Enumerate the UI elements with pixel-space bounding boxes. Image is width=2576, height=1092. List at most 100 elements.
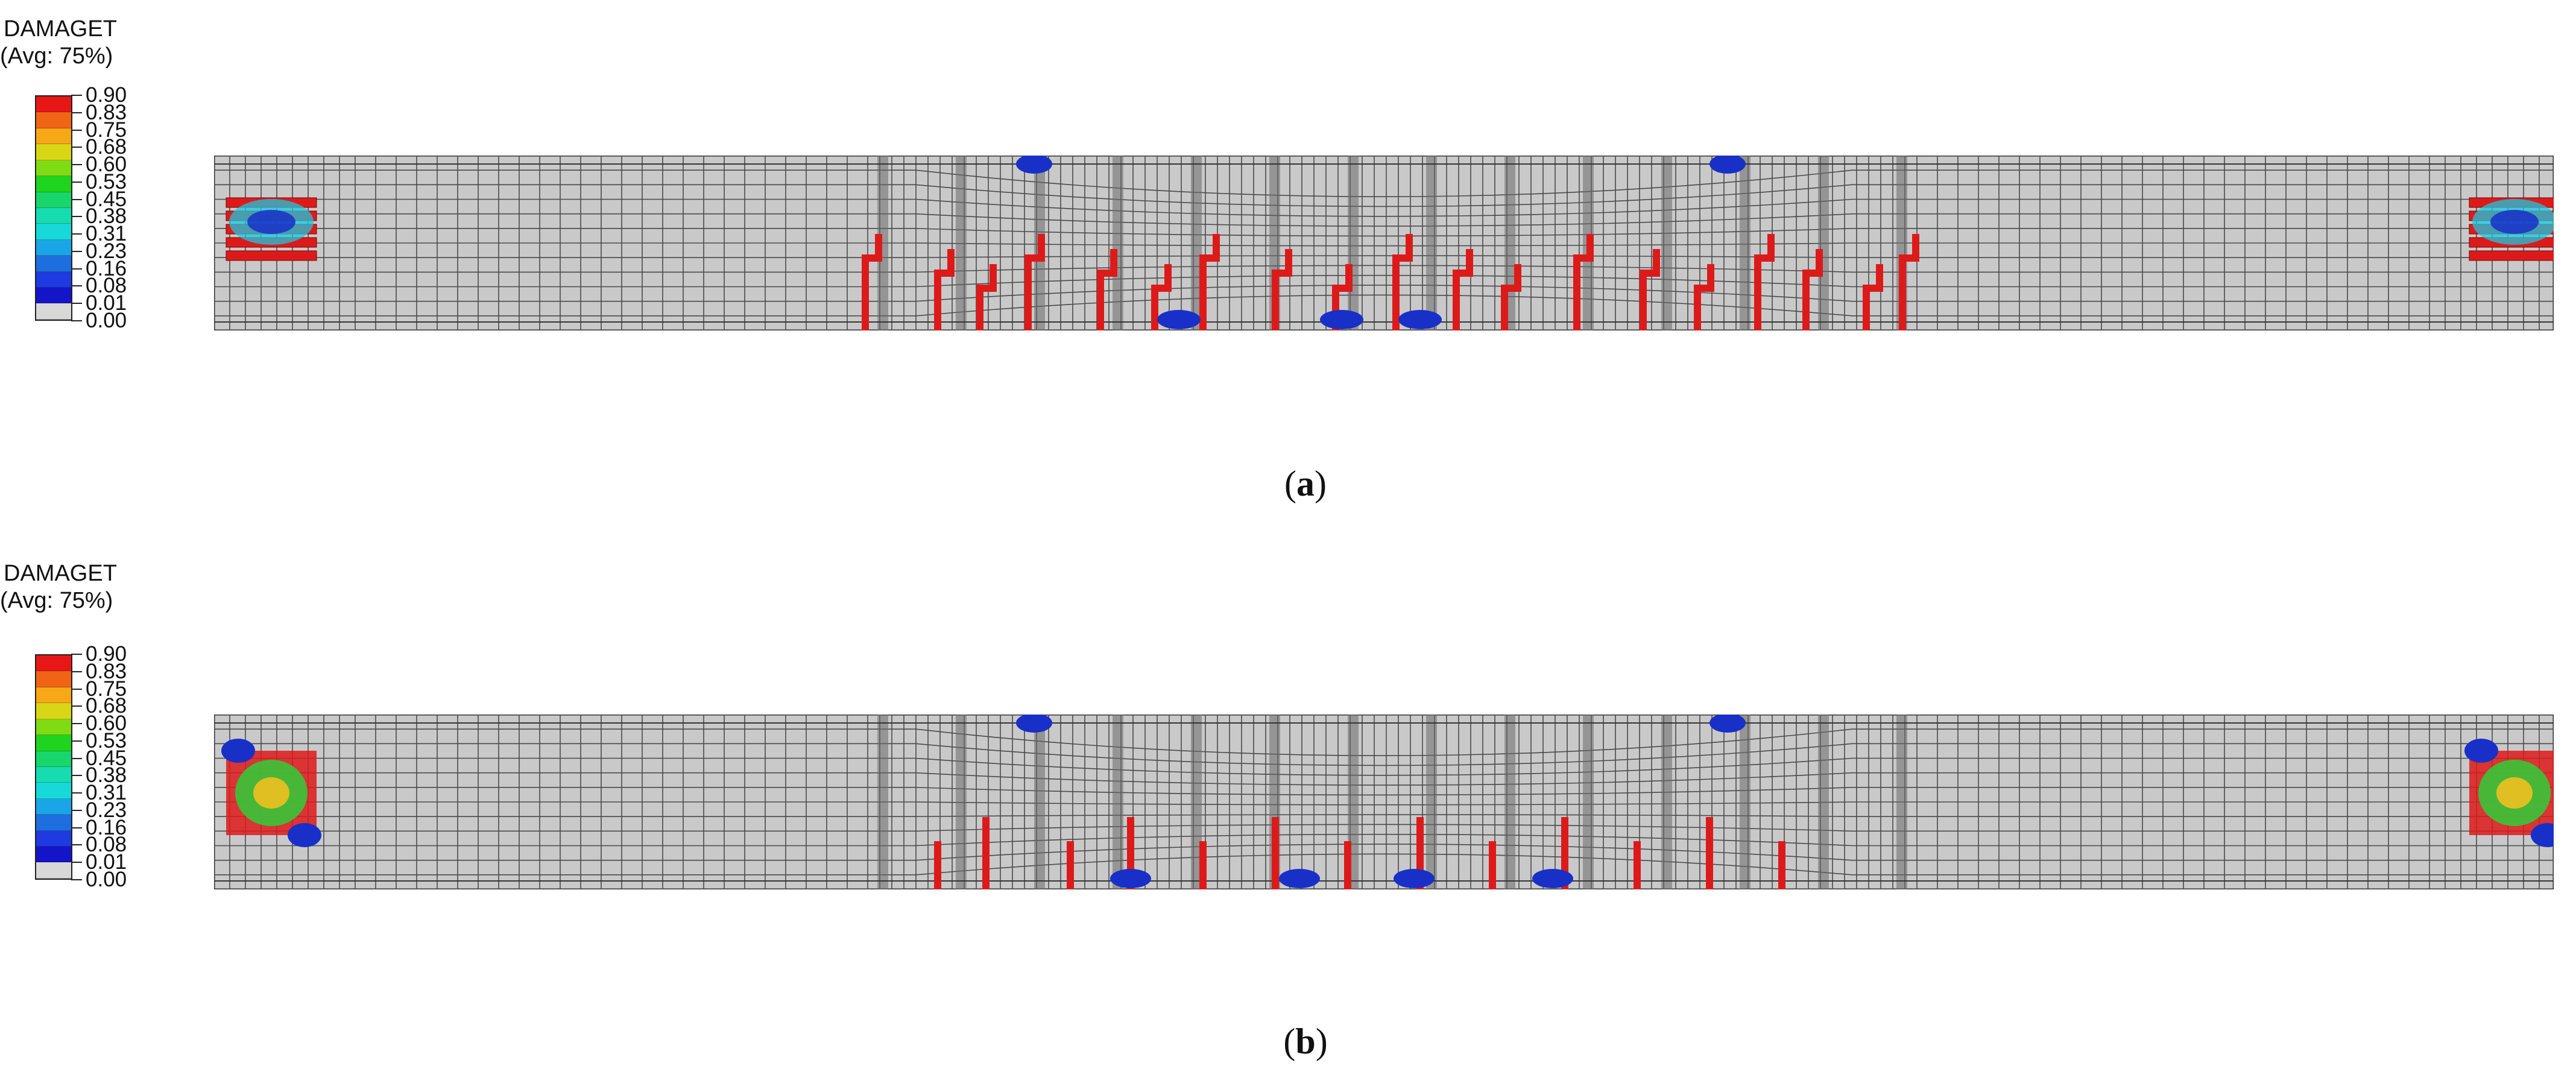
legend-tick-mark (71, 654, 82, 655)
flexural-crack (862, 234, 882, 330)
flexural-crack (1453, 249, 1473, 330)
support-damage-zone (247, 210, 295, 234)
legend-tick-mark (71, 671, 82, 672)
mesh-band (1818, 156, 1829, 330)
legend-tick-label: 0.00 (86, 868, 127, 891)
mesh-band (1426, 156, 1437, 330)
legend-swatch (36, 655, 71, 672)
beam-contour-plot (214, 156, 2554, 330)
caption-letter: a (1296, 464, 1315, 503)
legend-colorbar (35, 95, 72, 321)
mesh-band (1740, 715, 1750, 889)
flexural-crack (1199, 234, 1220, 330)
legend-swatch (36, 303, 71, 320)
legend-tick-mark (71, 705, 82, 707)
legend-tick-mark (71, 268, 82, 270)
flexural-crack (1332, 264, 1353, 330)
load-point-damage (1016, 156, 1052, 174)
legend-tick-mark (71, 181, 82, 183)
legend-tick-label: 0.53 (86, 728, 127, 753)
legend-tick-label: 0.31 (86, 222, 127, 246)
beam-contour-plot (214, 715, 2554, 889)
caption-close-paren: ) (1315, 464, 1327, 503)
legend-tick-label: 0.90 (86, 642, 127, 666)
legend-swatch (36, 144, 71, 160)
legend-tick-label: 0.68 (86, 694, 127, 718)
load-point-damage (1709, 156, 1746, 174)
legend-tick-label: 0.83 (86, 659, 127, 683)
legend-swatch (36, 288, 71, 304)
support-damage-zone (253, 777, 289, 809)
flexural-crack (1501, 264, 1521, 330)
legend-tick-label: 0.45 (86, 746, 127, 770)
legend-swatch (36, 815, 71, 831)
bottom-damage (1394, 869, 1435, 888)
mesh-band (1504, 715, 1515, 889)
legend-swatch (36, 224, 71, 240)
caption-close-paren: ) (1315, 1021, 1328, 1061)
legend-tick-label: 0.16 (86, 815, 127, 839)
mesh-band (1896, 715, 1907, 889)
legend-tick-label: 0.23 (86, 798, 127, 822)
legend-swatch (36, 687, 71, 704)
legend-tick-label: 0.83 (86, 100, 127, 124)
mesh-band (1661, 156, 1672, 330)
legend-tick-label: 0.08 (86, 833, 127, 857)
mesh-band (1426, 715, 1437, 889)
flexural-crack (1392, 234, 1413, 330)
bottom-damage (1110, 869, 1151, 888)
bottom-damage (1279, 869, 1320, 888)
load-point-damage (1709, 715, 1746, 733)
legend-title: DAMAGET (4, 561, 117, 586)
mesh-band (1818, 715, 1829, 889)
bottom-damage (1320, 310, 1363, 329)
mesh-band (1113, 715, 1123, 889)
load-point-damage (1016, 715, 1052, 733)
legend-tick-mark (71, 723, 82, 725)
legend-tick-label: 0.75 (86, 118, 127, 142)
legend-tick-label: 0.45 (86, 187, 127, 211)
legend-swatch (36, 671, 71, 687)
flexural-crack (934, 249, 955, 330)
flexural-crack (1694, 264, 1714, 330)
mesh-band (1661, 715, 1672, 889)
legend-tick-label: 0.60 (86, 712, 127, 736)
caption-letter: b (1295, 1021, 1316, 1061)
legend-swatch (36, 703, 71, 719)
legend-tick-mark (71, 862, 82, 863)
legend-tick-mark (71, 827, 82, 828)
flexural-crack (1754, 234, 1775, 330)
mesh-band (1740, 156, 1750, 330)
legend-swatch (36, 830, 71, 847)
flexural-crack (1863, 264, 1883, 330)
legend-tick-mark (71, 129, 82, 131)
flexural-crack (1272, 249, 1292, 330)
support-damage-zone (2531, 823, 2554, 847)
legend-tick-mark (71, 95, 82, 96)
legend-tick-label: 0.60 (86, 153, 127, 177)
mesh-band (1191, 156, 1202, 330)
legend-tick-label: 0.00 (86, 309, 127, 332)
legend-swatch (36, 192, 71, 208)
support-damage-zone (221, 739, 255, 763)
mesh-band (956, 156, 967, 330)
mesh-band (877, 715, 888, 889)
legend-tick-mark (71, 809, 82, 811)
legend-swatch (36, 176, 71, 192)
legend-tick-mark (71, 792, 82, 794)
legend-swatch (36, 271, 71, 288)
legend-swatch (36, 862, 71, 879)
legend-swatch (36, 239, 71, 256)
mesh-band (1583, 715, 1594, 889)
bottom-damage (1532, 869, 1573, 888)
legend-subtitle: (Avg: 75%) (0, 43, 113, 69)
support-damage-zone (2469, 250, 2554, 261)
legend-tick-label: 0.23 (86, 239, 127, 263)
legend-tick-label: 0.38 (86, 204, 127, 229)
legend-tick-mark (71, 250, 82, 252)
legend-swatch (36, 783, 71, 799)
legend-tick-label: 0.68 (86, 135, 127, 159)
support-damage-zone (288, 823, 321, 847)
legend-tick-label: 0.38 (86, 763, 127, 787)
legend-tick-label: 0.75 (86, 677, 127, 701)
